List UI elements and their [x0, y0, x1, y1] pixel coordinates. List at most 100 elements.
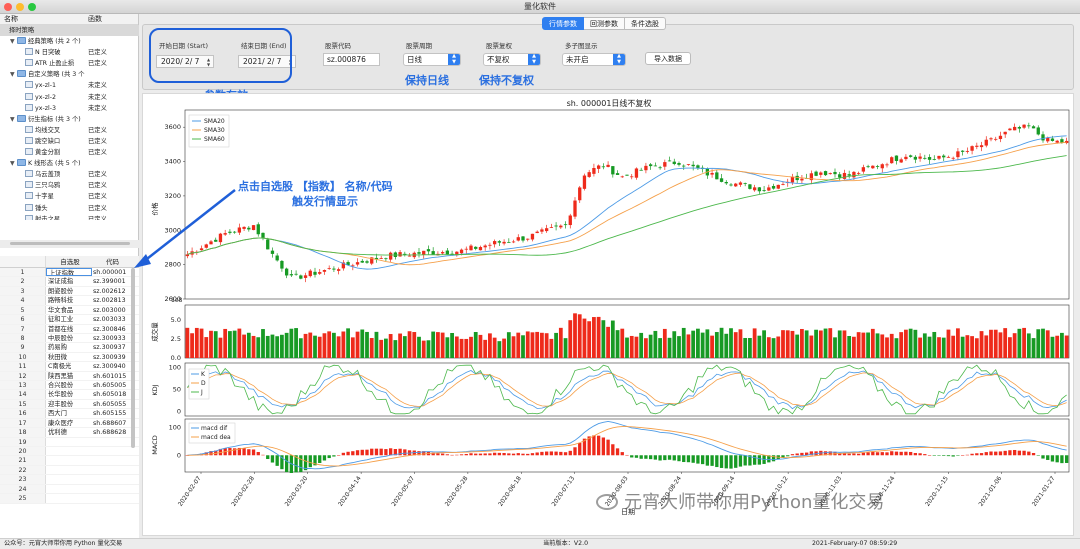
- stock-code-cell[interactable]: sz.300846: [93, 325, 126, 333]
- adjust-select[interactable]: 不复权 ▲ ▼: [483, 53, 541, 66]
- disclosure-icon[interactable]: ▼: [10, 115, 15, 123]
- header-code[interactable]: 代码: [106, 258, 119, 266]
- stock-name-cell[interactable]: 中辰股份: [48, 334, 74, 342]
- stock-name-cell[interactable]: [46, 494, 92, 502]
- start-date-field[interactable]: 2020/ 2/ 7 ▲ ▼: [156, 55, 214, 68]
- close-window-button[interactable]: [4, 3, 12, 11]
- stock-code-cell[interactable]: [92, 475, 132, 483]
- stock-code-cell[interactable]: [92, 494, 132, 502]
- stock-name-cell[interactable]: [46, 475, 92, 483]
- table-row[interactable]: 11 C南极光 sz.300940: [0, 362, 139, 372]
- stock-code-cell[interactable]: sz.002813: [93, 297, 126, 305]
- stock-code-cell[interactable]: sz.399001: [93, 278, 126, 286]
- table-row[interactable]: 8 中辰股份 sz.300933: [0, 333, 139, 344]
- stock-code-cell[interactable]: sh.605155: [93, 410, 127, 418]
- stock-code-cell[interactable]: sz.300939: [93, 353, 126, 361]
- disclosure-icon[interactable]: ▼: [10, 38, 15, 46]
- table-row[interactable]: 25: [0, 494, 139, 504]
- table-row[interactable]: 2 深证成指 sz.399001: [0, 277, 139, 287]
- stock-code-cell[interactable]: sh.601015: [93, 372, 127, 380]
- tree-row[interactable]: 十字星 已定义: [0, 191, 139, 202]
- tree-row[interactable]: 三只乌鸦 已定义: [0, 180, 139, 191]
- start-date-stepper[interactable]: ▲ ▼: [206, 57, 211, 67]
- tree-row[interactable]: 择时策略: [0, 25, 139, 37]
- table-row[interactable]: 14 长华股份 sh.605018: [0, 390, 139, 400]
- table-row[interactable]: 17 康众医疗 sh.688607: [0, 418, 139, 429]
- stock-name-cell[interactable]: 西大门: [48, 410, 67, 418]
- stock-name-cell[interactable]: 上证指数: [46, 268, 92, 277]
- stock-name-cell[interactable]: 秋田微: [48, 353, 67, 361]
- stock-name-cell[interactable]: 合兴股份: [48, 382, 74, 390]
- stock-name-cell[interactable]: 征和工业: [48, 316, 74, 324]
- stock-code-input[interactable]: sz.000876: [323, 53, 380, 66]
- stock-code-cell[interactable]: [92, 456, 132, 464]
- stock-code-cell[interactable]: sh.000001: [93, 269, 127, 276]
- table-row[interactable]: 22: [0, 465, 139, 476]
- stock-code-cell[interactable]: [92, 466, 132, 474]
- stock-name-cell[interactable]: [46, 456, 92, 464]
- stock-code-cell[interactable]: sh.688628: [93, 429, 127, 437]
- stock-name-cell[interactable]: [46, 485, 92, 493]
- tree-row[interactable]: yx-zl-2 未定义: [0, 92, 139, 103]
- stock-name-cell[interactable]: [46, 447, 92, 455]
- stock-code-cell[interactable]: sz.002612: [93, 287, 126, 295]
- stock-code-cell[interactable]: sh.605055: [93, 400, 127, 408]
- stock-code-cell[interactable]: sz.003000: [93, 306, 126, 314]
- stock-code-cell[interactable]: sh.605005: [93, 382, 127, 390]
- table-row[interactable]: 4 路畅科技 sz.002813: [0, 296, 139, 306]
- stock-name-cell[interactable]: 康众医疗: [48, 419, 74, 427]
- stock-name-cell[interactable]: 陕西黑猫: [48, 372, 74, 380]
- tree-row[interactable]: yx-zl-3 未定义: [0, 103, 139, 114]
- tree-row[interactable]: ATR 止盈止损 已定义: [0, 58, 139, 69]
- strategy-tree[interactable]: 择时策略 ▼ 经典策略 (共 2 个) N 日突破 已定义 ATR 止盈止损 已定义 ▼ 自定义…: [0, 25, 139, 220]
- tree-row[interactable]: 跳空缺口 已定义: [0, 136, 139, 147]
- table-row[interactable]: 7 首都在线 sz.300846: [0, 324, 139, 334]
- table-row[interactable]: 21: [0, 456, 139, 466]
- stock-name-cell[interactable]: [46, 438, 92, 446]
- period-select[interactable]: 日线 ▲ ▼: [403, 53, 461, 66]
- stock-name-cell[interactable]: 华文食品: [48, 306, 74, 314]
- table-row[interactable]: 16 西大门 sh.605155: [0, 409, 139, 419]
- table-row[interactable]: 15 迎丰股份 sh.605055: [0, 399, 139, 410]
- table-row[interactable]: 18 优利德 sh.688628: [0, 428, 139, 438]
- tree-row[interactable]: ▼ 自定义策略 (共 3 个: [0, 69, 139, 80]
- tree-row[interactable]: 黄金分割 已定义: [0, 147, 139, 158]
- import-data-button[interactable]: 导入数据: [645, 52, 691, 65]
- stock-name-cell[interactable]: 首都在线: [48, 325, 74, 333]
- stock-name-cell[interactable]: 优利德: [48, 429, 67, 437]
- stock-code-cell[interactable]: [92, 485, 132, 493]
- stock-name-cell[interactable]: 朗姿股份: [48, 287, 74, 295]
- table-row[interactable]: 6 征和工业 sz.003033: [0, 315, 139, 325]
- tree-row[interactable]: ▼ 衍生指标 (共 3 个): [0, 114, 139, 125]
- stock-code-cell[interactable]: sz.300940: [93, 363, 126, 371]
- table-row[interactable]: 10 秋田微 sz.300939: [0, 352, 139, 363]
- stock-code-cell[interactable]: sh.605018: [93, 391, 127, 399]
- multi-plot-select[interactable]: 未开启 ▲ ▼: [562, 53, 626, 66]
- tree-row[interactable]: 乌云盖顶 已定义: [0, 169, 139, 180]
- tree-row[interactable]: 射击之星 已定义: [0, 214, 139, 220]
- stock-name-cell[interactable]: 深证成指: [48, 278, 74, 286]
- tree-row[interactable]: 锤头 已定义: [0, 203, 139, 214]
- watchlist-scrollbar[interactable]: [131, 268, 135, 448]
- stock-code-cell[interactable]: sz.300933: [93, 334, 126, 342]
- stock-name-cell[interactable]: [46, 466, 92, 474]
- panel-splitter[interactable]: [0, 240, 139, 248]
- minimize-window-button[interactable]: [16, 3, 24, 11]
- stock-name-cell[interactable]: 路畅科技: [48, 297, 74, 305]
- table-row[interactable]: 1 上证指数 sh.000001: [0, 268, 139, 278]
- table-row[interactable]: 20: [0, 447, 139, 457]
- stock-code-cell[interactable]: [92, 438, 132, 446]
- stock-name-cell[interactable]: C南极光: [48, 363, 72, 371]
- table-row[interactable]: 3 朗姿股份 sz.002612: [0, 286, 139, 297]
- tab-stock-screening[interactable]: 条件选股: [625, 17, 666, 30]
- stock-code-cell[interactable]: [92, 447, 132, 455]
- tree-row[interactable]: ▼ 经典策略 (共 2 个): [0, 36, 139, 47]
- header-watchlist[interactable]: 自选股: [60, 258, 80, 266]
- stock-code-cell[interactable]: sz.300937: [93, 344, 126, 352]
- table-row[interactable]: 12 陕西黑猫 sh.601015: [0, 371, 139, 382]
- watchlist-table[interactable]: 自选股 代码 1 上证指数 sh.000001 2 深证成指 sz.399001 3 朗姿股份…: [0, 256, 139, 544]
- disclosure-icon[interactable]: ▼: [10, 71, 15, 79]
- table-row[interactable]: 9 药易购 sz.300937: [0, 343, 139, 353]
- tree-row[interactable]: 均线交叉 已定义: [0, 125, 139, 136]
- table-row[interactable]: 13 合兴股份 sh.605005: [0, 381, 139, 391]
